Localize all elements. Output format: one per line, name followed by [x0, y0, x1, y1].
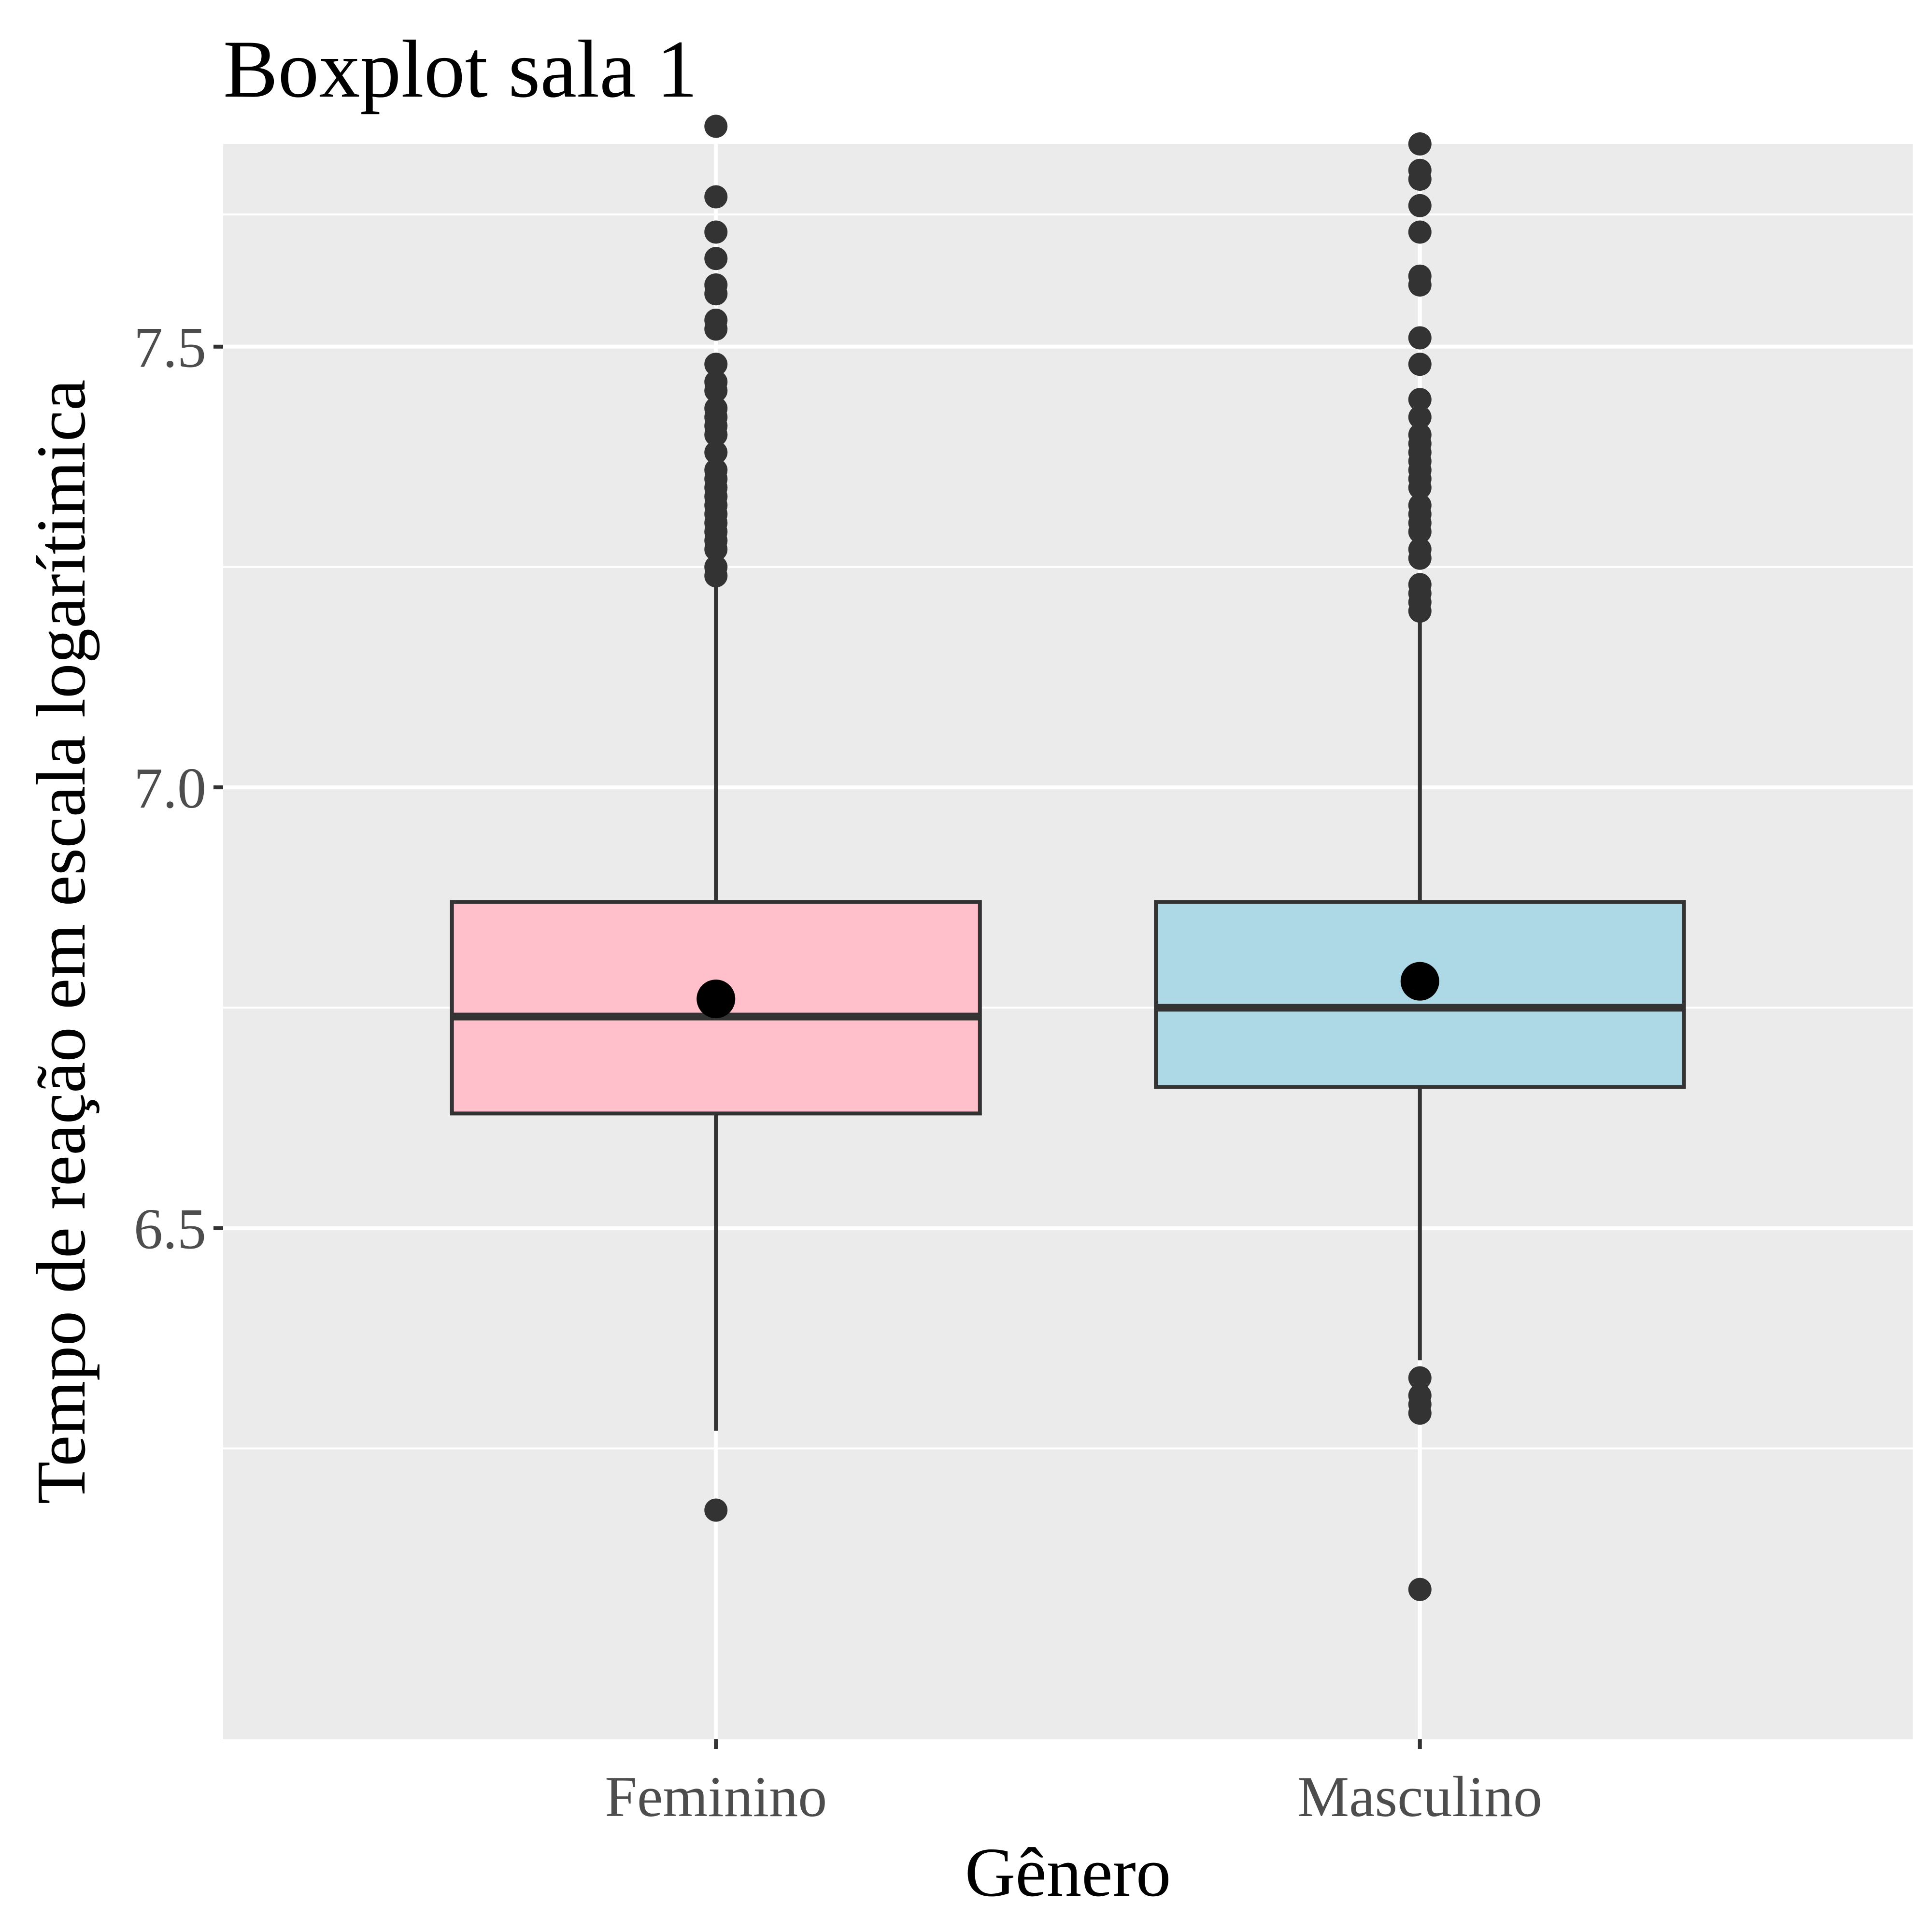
outlier-point	[704, 185, 728, 209]
outlier-point	[704, 370, 728, 394]
box-series	[450, 114, 1686, 1601]
outlier-point	[1408, 388, 1432, 412]
outlier-point	[704, 247, 728, 270]
outlier-point	[1408, 326, 1432, 350]
box-group-masculino	[1154, 132, 1686, 1601]
outlier-point	[1408, 538, 1432, 561]
outlier-point	[1408, 158, 1432, 182]
outlier-point	[704, 273, 728, 297]
mean-point	[696, 980, 736, 1019]
outlier-point	[1408, 132, 1432, 156]
axes: 6.5 7.0 7.5 Feminino Masculino	[134, 315, 1542, 1829]
outlier-point	[1408, 353, 1432, 376]
outlier-point	[704, 397, 728, 420]
y-axis-title: Tempo de reação em escala logarítimica	[23, 380, 100, 1505]
outlier-point	[704, 114, 728, 138]
outlier-point	[704, 220, 728, 244]
outlier-point	[1408, 1366, 1432, 1390]
outlier-point	[1408, 194, 1432, 217]
outlier-point	[704, 1498, 728, 1522]
outlier-point	[1408, 423, 1432, 447]
y-tick-label: 6.5	[134, 1197, 206, 1261]
outlier-point	[1408, 1384, 1432, 1407]
box-group-feminino	[450, 114, 982, 1522]
outlier-point	[1408, 405, 1432, 429]
outlier-point	[704, 458, 728, 482]
y-tick-label: 7.0	[134, 756, 206, 820]
outlier-point	[1408, 1577, 1432, 1601]
y-tick-label: 7.5	[134, 315, 206, 380]
outlier-point	[1408, 494, 1432, 517]
x-tick-label: Feminino	[605, 1764, 827, 1829]
outlier-point	[704, 308, 728, 332]
x-tick-label: Masculino	[1297, 1764, 1542, 1829]
outlier-point	[1408, 573, 1432, 597]
outlier-point	[704, 555, 728, 579]
outlier-point	[704, 440, 728, 464]
chart-title: Boxplot sala 1	[223, 24, 697, 114]
mean-point	[1400, 962, 1439, 1001]
outlier-point	[1408, 220, 1432, 244]
box-iqr	[450, 900, 982, 1116]
x-axis-title: Gênero	[965, 1834, 1171, 1911]
outlier-point	[704, 353, 728, 376]
outlier-point	[1408, 264, 1432, 288]
